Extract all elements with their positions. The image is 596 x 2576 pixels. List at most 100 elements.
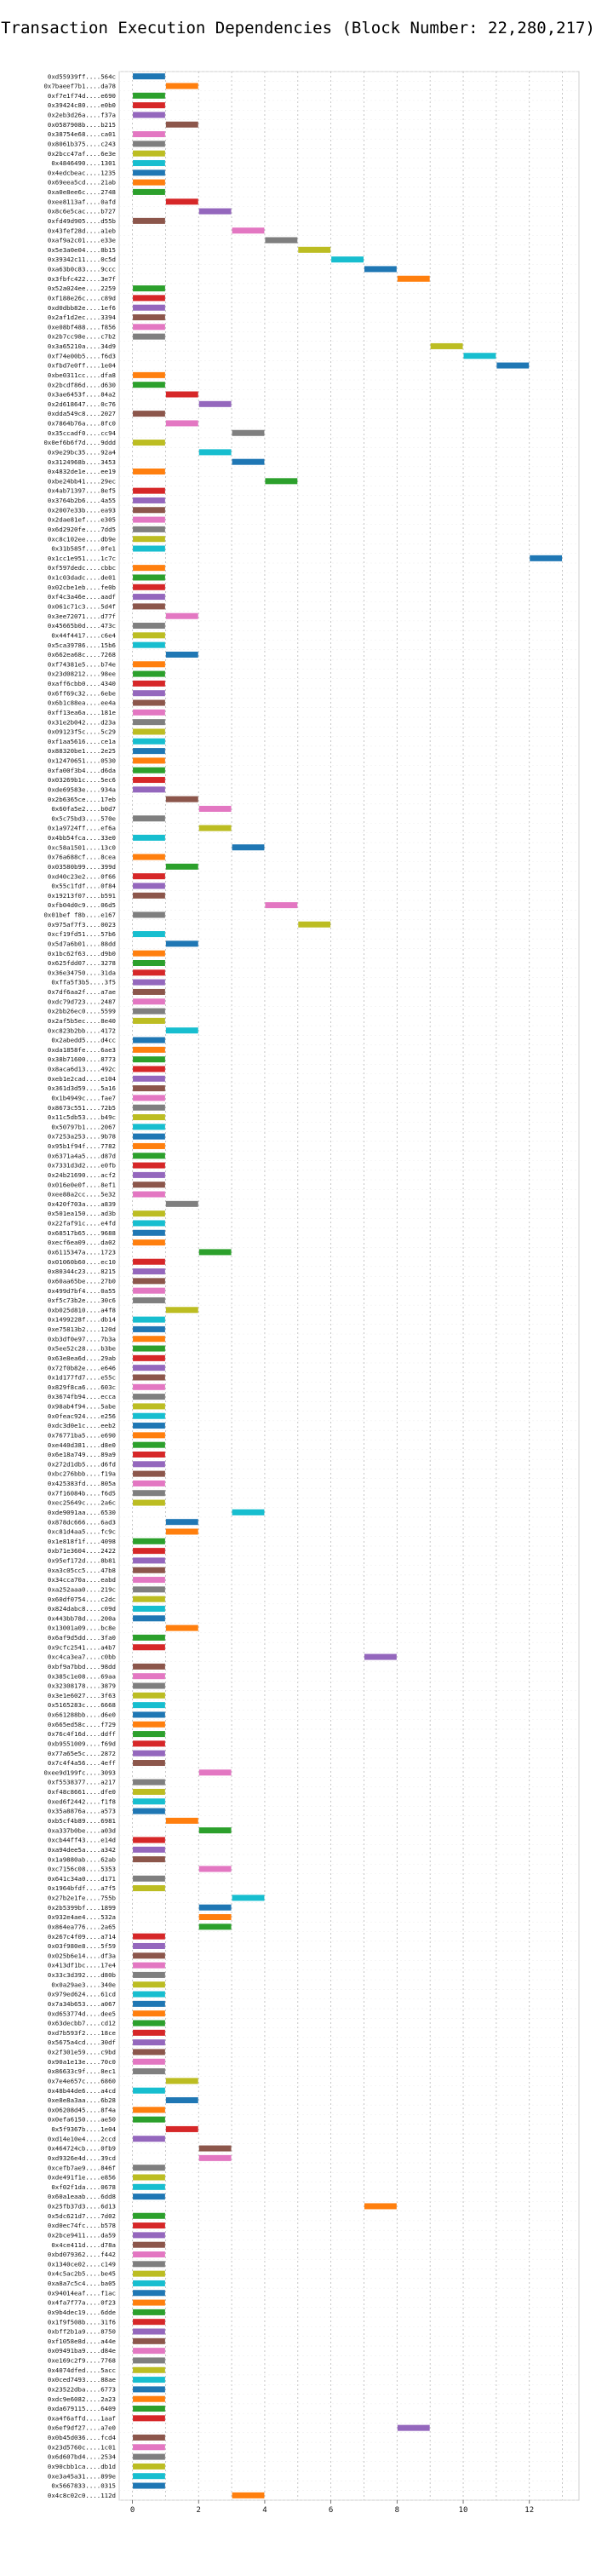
y-tick-label: 0xe75813b2....120d <box>48 1325 116 1333</box>
y-tick-label: 0x501ea150....ad3b <box>48 1210 117 1217</box>
y-tick-label: 0x061c71c3....5d4f <box>48 602 116 610</box>
y-tick-label: 0x2bcdf86d....d630 <box>48 381 116 388</box>
y-tick-label: 0xed6f2442....f1f8 <box>48 1797 116 1805</box>
transaction-bar <box>364 1653 397 1660</box>
y-tick-label: 0x016e0e0f....8ef1 <box>48 1181 116 1188</box>
y-tick-label: 0x625fdd07....3278 <box>48 959 116 967</box>
transaction-bar <box>133 217 165 224</box>
transaction-bar <box>133 719 165 726</box>
y-tick-label: 0x4c8c02c0....112d <box>48 2492 116 2499</box>
transaction-bar <box>133 699 165 706</box>
transaction-bar <box>397 275 430 282</box>
y-tick-label: 0xcf19fd51....57b6 <box>48 930 116 938</box>
x-tick-label: 8 <box>395 2506 399 2515</box>
transaction-bar <box>133 728 165 735</box>
transaction-bar <box>133 815 165 822</box>
transaction-bar <box>133 1663 165 1670</box>
transaction-bar <box>133 1412 165 1419</box>
transaction-bar <box>133 1856 165 1863</box>
transaction-bar <box>198 208 232 215</box>
y-tick-label: 0x76a688cf....8cea <box>48 854 116 861</box>
y-tick-label: 0x665ed58c....f729 <box>48 1721 116 1728</box>
transaction-bar <box>133 767 165 773</box>
y-tick-label: 0xe169c2f9....7768 <box>48 2357 116 2365</box>
y-tick-label: 0x35a8876a....a573 <box>48 1808 116 1815</box>
y-tick-label: 0xb3df0e97....7b3a <box>48 1335 116 1343</box>
transaction-bar <box>133 2241 165 2248</box>
y-tick-label: 0x3ee72071....d77f <box>48 612 116 620</box>
transaction-bar <box>133 1171 165 1178</box>
y-tick-label: 0x90cbb1ca....db1d <box>48 2463 116 2470</box>
transaction-bar <box>133 1808 165 1814</box>
transaction-bar <box>133 2473 165 2480</box>
y-tick-label: 0xfa00f3b4....d6da <box>48 767 116 774</box>
transaction-bar <box>133 1962 165 1969</box>
y-tick-label: 0x385c1e08....69aa <box>48 1672 116 1680</box>
transaction-bar <box>133 1538 165 1544</box>
y-tick-label: 0x60fa5e2....b0d7 <box>51 805 116 813</box>
transaction-bar <box>133 73 165 80</box>
transaction-bar <box>232 458 265 465</box>
y-tick-label: 0x443bb78d....200a <box>48 1614 116 1622</box>
y-tick-label: 0x7253a253....9b78 <box>48 1133 116 1141</box>
transaction-bar <box>165 1027 198 1034</box>
transaction-bar <box>165 1200 198 1207</box>
transaction-bar <box>198 449 232 456</box>
y-tick-label: 0x1340ce02....c149 <box>48 2260 116 2268</box>
y-tick-label: 0xf597dedc....cbbc <box>48 564 116 572</box>
transaction-bar <box>133 1095 165 1101</box>
y-tick-label: 0xe3a45a31....899e <box>48 2472 117 2480</box>
transaction-bar <box>133 1297 165 1303</box>
y-tick-label: 0x3fbfc422....3e7f <box>48 275 116 283</box>
transaction-bar <box>133 2165 165 2171</box>
y-tick-label: 0x63e8ea6d....29ab <box>48 1354 117 1362</box>
y-tick-label: 0x5c75bd3....570e <box>51 814 116 822</box>
transaction-bar <box>133 2107 165 2113</box>
y-tick-label: 0xe8e8a3aa....6b28 <box>48 2096 116 2104</box>
y-tick-label: 0x878dc666....6ad3 <box>48 1518 116 1526</box>
y-tick-label: 0x1a9724ff....ef6a <box>48 825 116 832</box>
transaction-bar <box>133 1731 165 1738</box>
transaction-bar <box>133 632 165 639</box>
y-tick-label: 0x0feac924....e256 <box>48 1412 116 1420</box>
transaction-bar <box>133 748 165 755</box>
y-tick-label: 0x55c1fdf....0f84 <box>51 883 116 890</box>
transaction-bar <box>133 892 165 899</box>
transaction-bar <box>133 1499 165 1506</box>
transaction-bar <box>133 584 165 590</box>
transaction-bar <box>133 1933 165 1940</box>
transaction-bar <box>133 641 165 648</box>
transaction-bar <box>397 2424 430 2431</box>
transaction-bar <box>133 1124 165 1130</box>
y-tick-label: 0xbe24bb41....29ec <box>48 477 116 485</box>
y-tick-label: 0x1bc62f63....d9b0 <box>48 950 116 957</box>
transaction-bar <box>133 1615 165 1622</box>
y-tick-label: 0xcefb7ae9....846f <box>48 2164 116 2171</box>
transaction-bar <box>133 1586 165 1593</box>
y-tick-label: 0x09491ba9....d84e <box>48 2347 117 2355</box>
y-tick-label: 0x932e4ae4....532a <box>48 1913 116 1921</box>
y-tick-label: 0x4832de1e....ee19 <box>48 468 116 475</box>
y-tick-label: 0x413df1bc....17e4 <box>48 1962 117 1969</box>
transaction-bar <box>133 1557 165 1564</box>
y-tick-label: 0xec25649c....2a6c <box>48 1499 116 1507</box>
transaction-bar <box>198 805 232 812</box>
transaction-bar <box>133 2357 165 2364</box>
y-tick-label: 0x95b1f94f....7782 <box>48 1142 116 1150</box>
chart-title: Transaction Execution Dependencies (Bloc… <box>1 19 595 37</box>
transaction-bar <box>198 1249 232 1256</box>
y-tick-label: 0xde9091aa....6530 <box>48 1509 116 1516</box>
y-tick-label: 0x48b44de6....a4cd <box>48 2087 116 2095</box>
y-tick-label: 0x7e4e657c....6860 <box>48 2077 116 2084</box>
y-tick-label: 0x1c03dadc....de01 <box>48 574 116 582</box>
y-tick-label: 0x25fb37d3....6d13 <box>48 2203 116 2211</box>
y-tick-label: 0xde69583e....934a <box>48 785 116 793</box>
y-tick-label: 0x2007e33b....ea93 <box>48 506 116 514</box>
transaction-bar <box>133 1220 165 1227</box>
y-tick-label: 0xe08bf488....f856 <box>48 323 116 331</box>
transaction-bar <box>133 2386 165 2393</box>
y-tick-label: 0x90a1e13e....70c0 <box>48 2058 116 2066</box>
transaction-bar <box>133 526 165 532</box>
y-tick-label: 0x1f9f508b....31f6 <box>48 2318 116 2326</box>
